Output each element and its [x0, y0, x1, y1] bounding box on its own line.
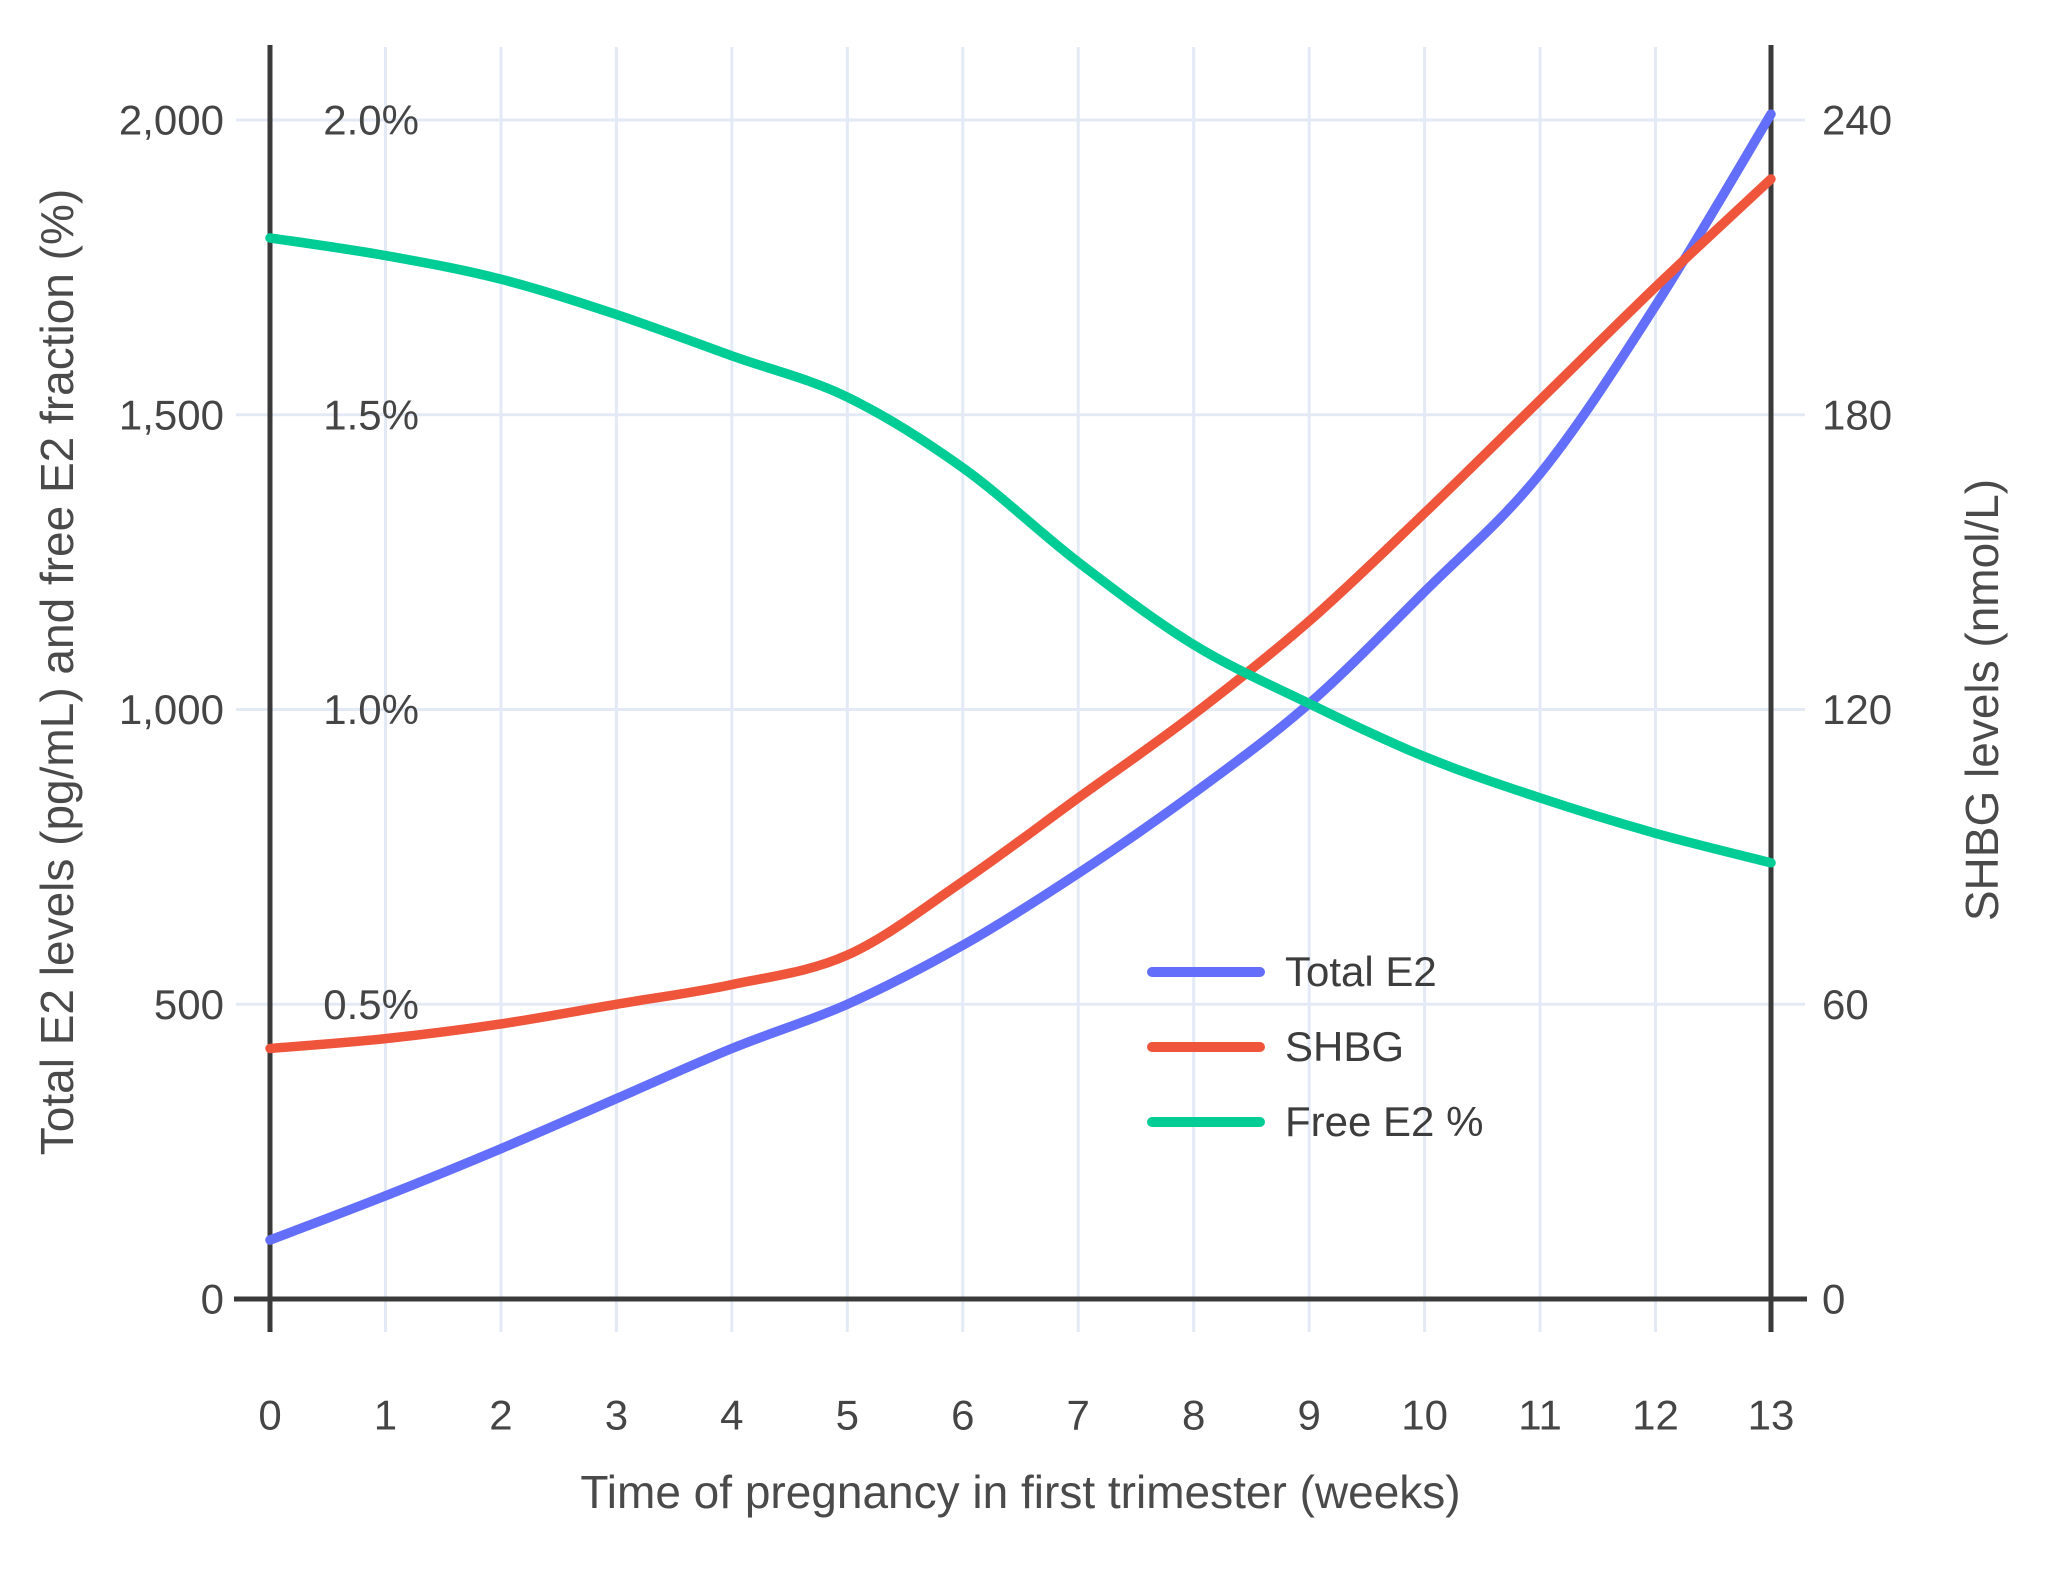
x-tick-label: 9: [1297, 1392, 1320, 1439]
x-tick-label: 1: [374, 1392, 397, 1439]
series-line-free-e2-: [265, 233, 1776, 868]
percent-tick-label: 0.5%: [323, 981, 419, 1028]
y-axis-left-title: Total E2 levels (pg/mL) and free E2 frac…: [31, 188, 83, 1156]
y-right-tick-label: 180: [1822, 391, 1892, 438]
x-tick-label: 7: [1067, 1392, 1090, 1439]
x-tick-label: 2: [489, 1392, 512, 1439]
series-line-shbg: [265, 174, 1776, 1054]
x-tick-label: 13: [1748, 1392, 1795, 1439]
chart-legend: Total E2 SHBG Free E2 %: [1147, 946, 1483, 1171]
y-left-tick-label: 0: [201, 1276, 224, 1323]
x-tick-label: 3: [605, 1392, 628, 1439]
y-left-tick-label: 2,000: [119, 97, 224, 144]
percent-tick-label: 2.0%: [323, 97, 419, 144]
y-left-tick-label: 1,500: [119, 391, 224, 438]
y-left-tick-label: 1,000: [119, 686, 224, 733]
legend-line-swatch-total-e2: [1147, 967, 1265, 977]
legend-label: Total E2: [1285, 948, 1437, 995]
x-tick-label: 10: [1401, 1392, 1448, 1439]
legend-item-free-e2[interactable]: Free E2 %: [1147, 1096, 1483, 1148]
x-tick-label: 0: [258, 1392, 281, 1439]
percent-tick-label: 1.0%: [323, 686, 419, 733]
y-axis-right-title: SHBG levels (nmol/L): [1956, 478, 2008, 922]
legend-label: SHBG: [1285, 1023, 1405, 1070]
y-left-tick-label: 500: [154, 981, 224, 1028]
x-tick-label: 8: [1182, 1392, 1205, 1439]
x-tick-label: 5: [836, 1392, 859, 1439]
legend-item-total-e2[interactable]: Total E2: [1147, 946, 1483, 998]
percent-tick-label: 1.5%: [323, 391, 419, 438]
x-tick-label: 12: [1632, 1392, 1679, 1439]
legend-item-shbg[interactable]: SHBG: [1147, 1021, 1483, 1073]
y-right-tick-label: 240: [1822, 97, 1892, 144]
legend-line-swatch-shbg: [1147, 1042, 1265, 1052]
y-right-tick-label: 0: [1822, 1276, 1845, 1323]
x-tick-label: 6: [951, 1392, 974, 1439]
legend-line-swatch-free-e2: [1147, 1117, 1265, 1127]
x-tick-label: 4: [720, 1392, 743, 1439]
y-right-tick-label: 60: [1822, 981, 1869, 1028]
series-line-total-e2: [265, 109, 1776, 1245]
y-right-tick-label: 120: [1822, 686, 1892, 733]
x-axis-title: Time of pregnancy in first trimester (we…: [580, 1466, 1461, 1518]
legend-label: Free E2 %: [1285, 1098, 1484, 1145]
x-tick-label: 11: [1518, 1392, 1562, 1439]
